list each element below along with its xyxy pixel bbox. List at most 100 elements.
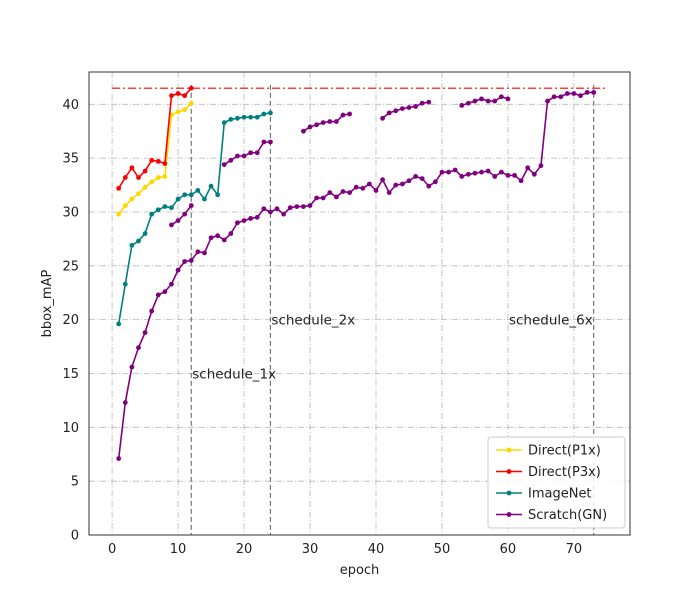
x-tick-label: 30 xyxy=(302,542,319,557)
data-point xyxy=(122,281,128,287)
series-line xyxy=(118,87,192,189)
data-point xyxy=(472,170,478,176)
y-axis-title: bbox_mAP xyxy=(40,270,55,338)
data-point xyxy=(498,94,504,100)
data-point xyxy=(268,110,273,116)
data-point xyxy=(162,174,168,179)
series-line xyxy=(117,112,271,325)
x-tick-label: 70 xyxy=(566,542,583,557)
series-7 xyxy=(380,99,432,121)
y-tick-label: 25 xyxy=(62,259,79,274)
data-point xyxy=(413,104,418,109)
data-point xyxy=(155,175,161,180)
data-point xyxy=(492,174,498,179)
x-tick-label: 50 xyxy=(434,542,451,557)
data-point xyxy=(419,176,425,181)
data-point xyxy=(327,190,333,195)
series-8 xyxy=(459,94,511,108)
x-axis-title: epoch xyxy=(340,563,380,578)
data-point xyxy=(248,114,254,120)
data-point xyxy=(314,122,320,128)
data-point xyxy=(327,119,333,124)
data-point xyxy=(261,111,267,117)
data-point xyxy=(340,112,346,118)
y-tick-label: 40 xyxy=(62,98,79,113)
data-point xyxy=(386,110,392,116)
data-point xyxy=(254,150,260,156)
data-point xyxy=(558,94,564,100)
data-point xyxy=(215,192,221,198)
schedule-label: schedule_6x xyxy=(509,313,593,329)
data-point xyxy=(188,100,194,106)
data-point xyxy=(347,190,353,195)
data-point xyxy=(281,211,287,217)
data-point xyxy=(446,169,451,175)
legend: Direct(P1x) Direct(P3x) ImageNet Scratch(GN… xyxy=(487,436,626,529)
data-point xyxy=(248,216,254,221)
data-point xyxy=(393,182,399,188)
data-point xyxy=(188,192,194,198)
data-point xyxy=(182,211,188,217)
data-point xyxy=(169,93,174,99)
legend-label: Direct(P1x) xyxy=(528,444,601,459)
data-point xyxy=(195,249,201,255)
data-point xyxy=(380,115,385,121)
data-point xyxy=(116,185,122,191)
data-point xyxy=(287,205,293,211)
y-tick-label: 30 xyxy=(62,205,79,220)
data-point xyxy=(235,220,240,226)
data-point xyxy=(241,114,247,120)
tick-labels: 0 5 10 15 20 25 30 35 40 0 10 20 30 40 50 60 70 xyxy=(62,98,582,557)
data-point xyxy=(142,184,148,190)
data-point xyxy=(136,345,141,351)
data-point xyxy=(551,94,557,100)
data-point xyxy=(301,204,306,209)
data-point xyxy=(162,204,168,209)
data-point xyxy=(116,211,122,217)
grid xyxy=(89,72,630,536)
data-point xyxy=(452,167,458,173)
data-point xyxy=(136,175,141,180)
y-tick-label: 20 xyxy=(62,313,79,328)
reference-lines xyxy=(112,84,607,535)
x-tick-label: 60 xyxy=(500,542,517,557)
series-group xyxy=(116,85,597,461)
data-point xyxy=(228,231,234,236)
data-point xyxy=(492,98,498,104)
data-point xyxy=(149,211,155,217)
data-point xyxy=(399,106,405,112)
data-point xyxy=(175,218,181,223)
series-line xyxy=(171,205,192,226)
schedule-label: schedule_1x xyxy=(192,366,276,382)
data-point xyxy=(498,169,504,175)
data-point xyxy=(268,209,273,215)
data-point xyxy=(228,116,234,122)
data-point xyxy=(188,203,194,208)
data-point xyxy=(380,177,385,183)
data-point xyxy=(235,153,240,159)
x-tick-label: 40 xyxy=(368,542,385,557)
y-tick-label: 5 xyxy=(71,475,79,490)
data-point xyxy=(149,308,155,314)
data-point xyxy=(149,157,155,163)
schedule-label: schedule_2x xyxy=(271,313,355,329)
x-tick-label: 20 xyxy=(236,542,253,557)
data-point xyxy=(122,175,128,180)
data-point xyxy=(248,150,254,156)
data-point xyxy=(195,188,201,193)
x-tick-label: 0 xyxy=(108,542,116,557)
data-point xyxy=(215,233,221,239)
data-point xyxy=(307,203,313,208)
data-point xyxy=(373,188,379,193)
data-point xyxy=(136,191,141,197)
data-point xyxy=(162,289,168,295)
data-point xyxy=(426,183,432,189)
data-point xyxy=(274,206,280,212)
data-point xyxy=(261,139,267,145)
data-point xyxy=(175,196,181,202)
legend-label: Scratch(GN) xyxy=(528,508,607,523)
data-point xyxy=(426,99,432,105)
data-point xyxy=(116,321,122,327)
legend-box xyxy=(487,436,626,529)
